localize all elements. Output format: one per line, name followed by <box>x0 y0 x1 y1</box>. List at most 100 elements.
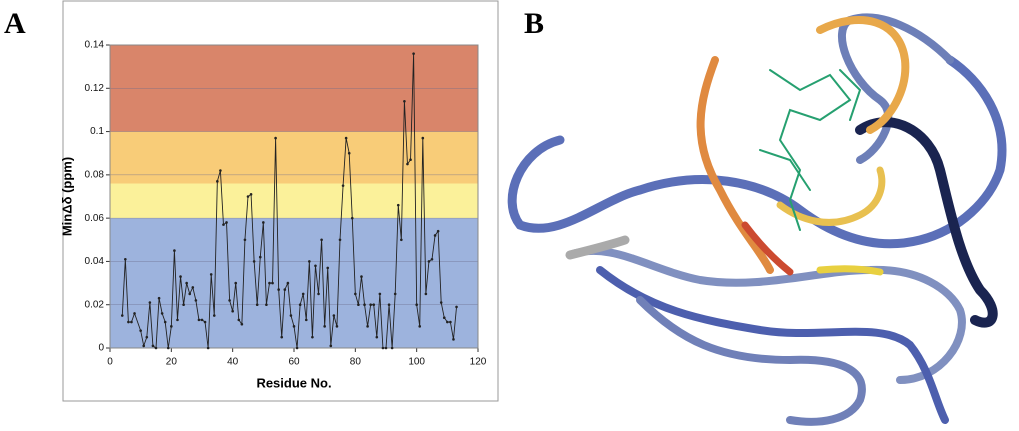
data-point <box>381 346 385 350</box>
data-point <box>317 292 320 296</box>
data-point <box>258 255 262 259</box>
data-point <box>124 257 127 261</box>
x-tick-label: 60 <box>288 357 300 368</box>
y-tick-label: 0.12 <box>85 83 105 94</box>
data-point <box>133 312 136 315</box>
data-point <box>439 301 443 304</box>
data-point <box>176 318 179 322</box>
data-point <box>301 292 305 296</box>
data-point <box>225 221 228 224</box>
data-point <box>363 303 366 307</box>
data-point <box>166 346 170 350</box>
x-tick-label: 0 <box>107 357 113 368</box>
data-point <box>323 325 326 328</box>
data-point <box>277 288 280 291</box>
data-point <box>433 234 437 237</box>
data-point <box>326 266 330 270</box>
data-point <box>421 136 425 140</box>
data-point <box>148 301 152 304</box>
data-point <box>173 249 176 252</box>
panel-label: B <box>524 7 544 40</box>
data-point <box>369 303 372 307</box>
data-point <box>357 303 360 307</box>
data-point <box>206 346 210 350</box>
data-point <box>320 238 323 242</box>
data-point <box>130 320 133 324</box>
data-point <box>271 281 274 285</box>
data-point <box>216 180 219 183</box>
data-point <box>314 264 317 268</box>
data-point <box>249 193 253 196</box>
data-point <box>222 223 225 226</box>
data-point <box>375 335 379 339</box>
data-point <box>384 346 388 350</box>
data-point <box>234 281 238 285</box>
data-point <box>400 238 403 242</box>
data-point <box>262 221 265 224</box>
data-point <box>240 322 244 326</box>
x-tick-label: 120 <box>470 357 487 368</box>
data-point <box>430 257 434 261</box>
data-point <box>449 320 452 324</box>
data-point <box>289 314 293 317</box>
y-tick-label: 0 <box>98 343 104 354</box>
data-point <box>396 203 400 207</box>
data-point <box>191 286 195 289</box>
y-tick-label: 0.14 <box>85 40 105 51</box>
data-point <box>332 314 336 317</box>
x-tick-label: 100 <box>408 357 425 368</box>
data-point <box>203 320 207 324</box>
data-point <box>280 335 284 339</box>
data-point <box>139 329 142 332</box>
data-point <box>154 346 158 350</box>
data-point <box>406 162 409 166</box>
data-point <box>409 158 412 162</box>
data-point <box>142 344 146 348</box>
data-point <box>228 299 231 302</box>
data-point <box>393 292 397 296</box>
data-point <box>295 346 299 350</box>
data-point <box>265 303 268 307</box>
data-point <box>212 314 216 317</box>
data-point <box>127 320 130 324</box>
data-point <box>274 136 277 140</box>
data-point <box>442 316 446 320</box>
data-point <box>188 292 192 296</box>
data-point <box>185 281 188 285</box>
data-point <box>145 335 149 339</box>
data-point <box>378 292 382 296</box>
y-tick-label: 0.06 <box>85 213 105 224</box>
data-point <box>424 292 428 296</box>
data-point <box>311 335 314 339</box>
data-point <box>415 303 418 307</box>
data-point <box>200 318 204 322</box>
y-axis-label: MinΔδ (ppm) <box>59 157 74 236</box>
data-point <box>412 52 415 55</box>
data-point <box>286 281 290 285</box>
data-point <box>237 318 241 322</box>
protein-ribbon <box>507 13 1007 426</box>
data-point <box>194 299 198 302</box>
data-point <box>344 136 348 140</box>
data-point <box>292 325 296 328</box>
y-tick-label: 0.1 <box>90 126 104 137</box>
data-point <box>231 309 234 313</box>
data-point <box>151 344 155 348</box>
data-point <box>252 260 256 263</box>
data-point <box>120 314 124 317</box>
data-point <box>283 288 287 291</box>
data-point <box>418 325 422 328</box>
x-tick-label: 40 <box>227 357 239 368</box>
data-point <box>341 184 345 187</box>
threshold-band <box>110 183 478 219</box>
y-tick-label: 0.04 <box>85 256 105 267</box>
data-point <box>197 318 201 322</box>
data-point <box>179 275 182 278</box>
data-point <box>390 346 394 350</box>
y-tick-label: 0.02 <box>85 299 105 310</box>
data-point <box>268 281 271 285</box>
data-point <box>427 260 431 263</box>
data-point <box>209 273 213 276</box>
data-point <box>452 338 455 341</box>
data-point <box>446 320 449 324</box>
